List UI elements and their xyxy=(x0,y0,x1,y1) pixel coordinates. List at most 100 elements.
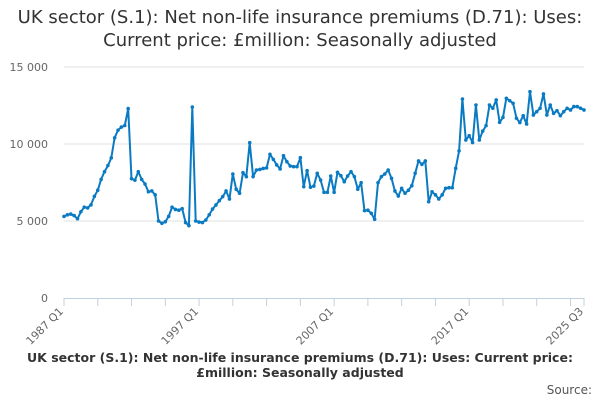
data-point xyxy=(160,221,164,226)
data-point xyxy=(376,180,380,185)
data-point xyxy=(393,189,397,193)
y-tick-label: 15 000 xyxy=(10,61,49,74)
chart-title: UK sector (S.1): Net non-life insurance … xyxy=(17,7,583,51)
data-point xyxy=(541,92,546,96)
data-point xyxy=(575,104,580,109)
data-point xyxy=(75,216,80,221)
data-point xyxy=(122,123,127,128)
data-point xyxy=(565,106,569,111)
data-point xyxy=(315,171,320,176)
data-point xyxy=(447,185,451,190)
data-point xyxy=(545,113,549,117)
y-tick-label: 5 000 xyxy=(17,215,49,228)
data-point xyxy=(109,156,114,160)
data-point xyxy=(285,159,289,164)
data-point xyxy=(551,111,556,116)
data-point xyxy=(480,129,485,133)
data-point xyxy=(470,140,475,145)
data-point xyxy=(349,169,353,174)
data-point xyxy=(200,220,205,225)
data-point xyxy=(62,214,66,219)
data-point xyxy=(180,206,184,211)
data-point xyxy=(126,106,130,111)
data-point xyxy=(467,133,471,138)
data-point xyxy=(528,89,532,94)
data-point xyxy=(406,188,411,192)
data-point xyxy=(352,174,357,179)
data-point xyxy=(234,187,239,192)
data-point xyxy=(399,186,404,191)
y-tick-label: 0 xyxy=(41,292,48,305)
data-point xyxy=(386,168,390,172)
data-point xyxy=(572,104,576,109)
data-point xyxy=(112,136,117,140)
data-point xyxy=(220,194,225,199)
data-point xyxy=(72,213,76,218)
data-point xyxy=(359,180,363,185)
data-point xyxy=(305,168,309,173)
data-point xyxy=(264,166,269,170)
data-point xyxy=(129,176,134,181)
data-point xyxy=(389,176,394,181)
data-point xyxy=(558,113,563,118)
data-point xyxy=(207,213,211,217)
data-point xyxy=(396,194,401,198)
data-point xyxy=(409,183,414,188)
data-point xyxy=(355,187,360,192)
data-point xyxy=(450,185,455,190)
data-point xyxy=(92,194,97,199)
data-point xyxy=(237,191,242,196)
data-point xyxy=(143,182,147,186)
data-point xyxy=(190,105,195,109)
data-point xyxy=(183,220,188,225)
footer-title: UK sector (S.1): Net non-life insurance … xyxy=(27,350,573,380)
data-point xyxy=(328,174,333,178)
data-point xyxy=(534,109,539,114)
data-point xyxy=(325,190,330,195)
data-point xyxy=(494,98,499,102)
data-point xyxy=(379,174,384,179)
data-point xyxy=(116,128,120,132)
data-point xyxy=(524,122,529,126)
data-point xyxy=(177,208,181,213)
x-tick-label: 1997 Q1 xyxy=(159,305,202,348)
data-point xyxy=(369,211,374,216)
data-point xyxy=(372,217,377,222)
data-point xyxy=(153,193,157,197)
data-point xyxy=(106,163,110,168)
data-point xyxy=(339,173,343,178)
data-point xyxy=(491,106,495,111)
data-point xyxy=(457,149,461,153)
data-point xyxy=(193,219,198,223)
data-point xyxy=(507,98,512,103)
data-point xyxy=(291,164,296,169)
data-point xyxy=(210,207,215,211)
data-point xyxy=(582,108,586,112)
data-point xyxy=(258,167,262,172)
data-point xyxy=(82,205,87,209)
data-point xyxy=(555,108,559,113)
data-point xyxy=(345,174,350,178)
data-point xyxy=(521,113,526,118)
data-point xyxy=(464,138,468,142)
data-point xyxy=(453,166,458,171)
data-point xyxy=(217,198,222,203)
x-tick-label: 1987 Q1 xyxy=(24,305,67,348)
data-point xyxy=(477,138,482,142)
data-point xyxy=(281,153,286,158)
data-point xyxy=(413,171,417,176)
data-point xyxy=(430,189,434,194)
data-point xyxy=(504,96,509,101)
data-point xyxy=(99,177,103,182)
series-line xyxy=(63,90,585,227)
data-point xyxy=(79,209,83,214)
data-point xyxy=(166,214,171,219)
x-tick-label: 2025 Q3 xyxy=(544,305,587,348)
data-point xyxy=(433,193,438,197)
data-point xyxy=(295,164,299,169)
data-point xyxy=(136,169,141,174)
data-point xyxy=(312,184,316,188)
data-point xyxy=(254,168,259,172)
data-point xyxy=(511,101,515,106)
